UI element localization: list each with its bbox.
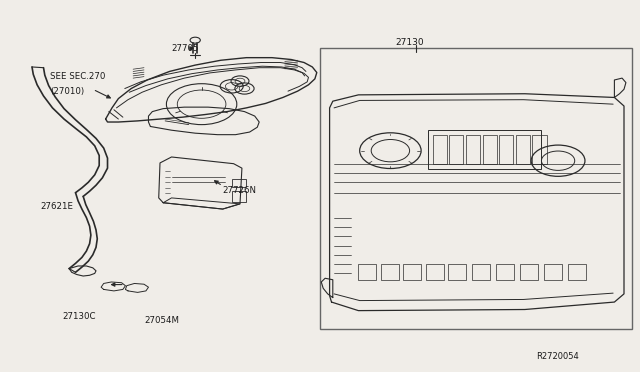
Bar <box>448 264 466 280</box>
Bar <box>520 264 538 280</box>
Bar <box>516 135 530 164</box>
Bar <box>499 135 513 164</box>
Text: 27705: 27705 <box>172 44 199 53</box>
Bar <box>472 264 490 280</box>
Bar <box>544 264 562 280</box>
Text: 27130C: 27130C <box>63 312 96 321</box>
Text: 27054M: 27054M <box>144 316 179 325</box>
Text: 27621E: 27621E <box>40 202 74 211</box>
Text: SEE SEC.270: SEE SEC.270 <box>50 72 106 81</box>
Bar <box>320 48 632 329</box>
Bar <box>232 179 246 187</box>
Bar <box>426 264 444 280</box>
Text: R2720054: R2720054 <box>536 352 579 361</box>
Text: 27130: 27130 <box>396 38 424 47</box>
Bar <box>433 135 447 164</box>
Bar <box>428 130 541 169</box>
Bar <box>381 264 399 280</box>
Bar <box>466 135 480 164</box>
Bar <box>496 264 514 280</box>
Bar <box>358 264 376 280</box>
Bar <box>532 135 547 164</box>
Bar <box>403 264 421 280</box>
Text: (27010): (27010) <box>50 87 84 96</box>
Bar <box>449 135 463 164</box>
Bar <box>232 191 246 202</box>
Bar <box>568 264 586 280</box>
Text: 27726N: 27726N <box>223 186 257 195</box>
Bar <box>483 135 497 164</box>
